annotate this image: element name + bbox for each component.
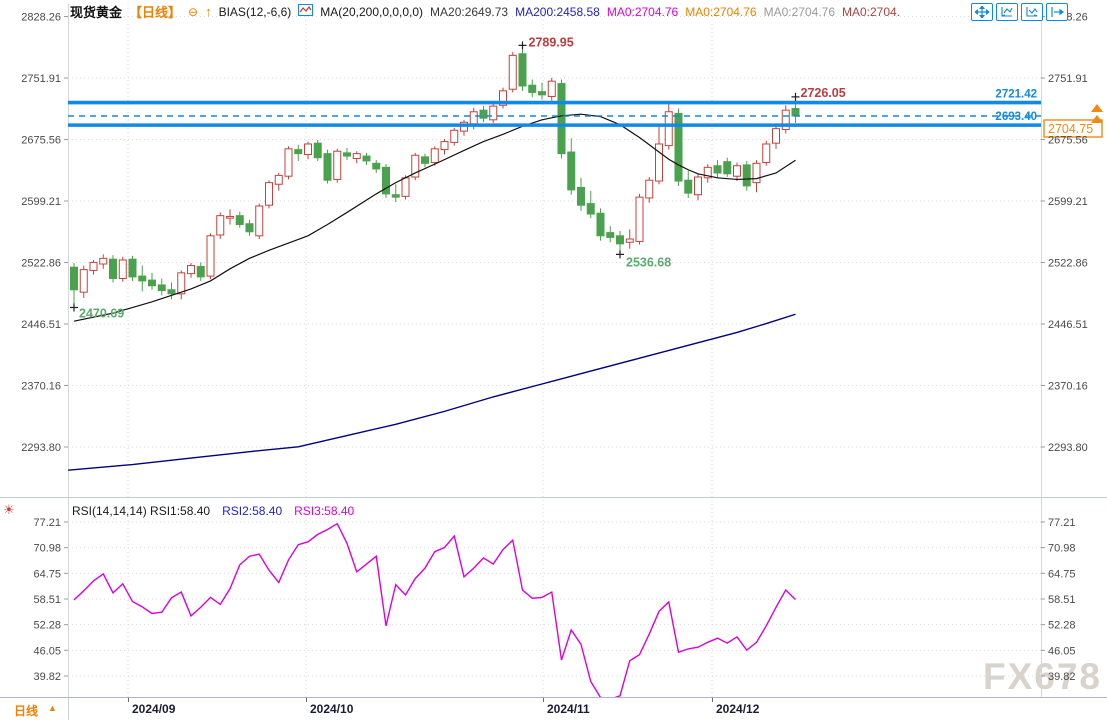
rsi1-label: RSI(14,14,14) RSI1:58.40	[72, 504, 211, 518]
pan-move-button[interactable]	[971, 3, 993, 21]
svg-text:2751.91: 2751.91	[21, 73, 61, 85]
go-to-latest-button[interactable]	[1046, 3, 1068, 21]
month-label: 2024/12	[716, 702, 760, 716]
rsi-line	[73, 522, 796, 700]
zoom-y-scale-button[interactable]	[1021, 3, 1043, 21]
indicator-settings-icon[interactable]: ☀	[3, 502, 15, 517]
svg-text:39.82: 39.82	[33, 671, 61, 683]
ma0-value-1: MA0:2704.76	[606, 4, 679, 19]
rsi-pane	[73, 522, 796, 700]
ma0-value-2: MA0:2704.76	[685, 4, 757, 19]
horizontal-bands: 2721.42 2693.40	[68, 89, 1041, 127]
rsi3-label: RSI3:58.40	[294, 504, 355, 518]
svg-text:2675.56: 2675.56	[21, 135, 61, 147]
month-tick	[543, 698, 544, 702]
svg-text:77.21: 77.21	[33, 517, 61, 529]
pane-right-edge	[1041, 4, 1042, 697]
svg-text:2599.21: 2599.21	[21, 196, 61, 208]
svg-text:39.82: 39.82	[1048, 671, 1076, 683]
collapse-indicator-icon[interactable]: ⊖	[188, 4, 199, 19]
svg-text:2446.51: 2446.51	[21, 319, 61, 331]
svg-text:2446.51: 2446.51	[1048, 319, 1088, 331]
month-label: 2024/10	[310, 702, 354, 716]
month-tick	[306, 698, 307, 702]
svg-text:70.98: 70.98	[33, 543, 61, 555]
svg-text:2789.95: 2789.95	[529, 35, 574, 49]
month-tick	[128, 698, 129, 702]
zoom-x-scale-button[interactable]	[996, 3, 1018, 21]
svg-text:2726.05: 2726.05	[801, 86, 846, 100]
ma20-value: MA20:2649.73	[430, 4, 509, 19]
chart-header: 现货黄金 【日线】 ⊖ ↑ BIAS(12,-6,6) MA(20,200,0,…	[70, 2, 900, 21]
ma20-line	[73, 113, 796, 322]
annotations: 2704.75 2789.95 2726.05 2536.68 2470.69	[70, 35, 1103, 321]
svg-text:46.05: 46.05	[33, 645, 61, 657]
time-axis-bar: 日线 ▲ 2024/09 2024/10 2024/11 2024/12	[0, 697, 1107, 720]
svg-text:77.21: 77.21	[1048, 517, 1076, 529]
ma-chart-icon[interactable]	[298, 4, 314, 19]
axis-separator	[68, 698, 69, 720]
ma0-value-4: MA0:2704.	[842, 4, 901, 19]
month-label: 2024/11	[547, 702, 590, 716]
svg-text:2293.80: 2293.80	[21, 442, 61, 454]
svg-text:58.51: 58.51	[1048, 594, 1076, 606]
chart-toolbar	[971, 3, 1068, 21]
svg-text:52.28: 52.28	[1048, 620, 1076, 632]
svg-text:2721.42: 2721.42	[995, 89, 1037, 101]
rsi2-label: RSI2:58.40	[222, 504, 283, 518]
bias-indicator-label: BIAS(12,-6,6)	[218, 4, 292, 19]
svg-text:58.51: 58.51	[33, 594, 61, 606]
up-arrow-icon[interactable]: ↑	[205, 4, 212, 19]
rsi-header: RSI(14,14,14) RSI1:58.40 RSI2:58.40 RSI3…	[72, 504, 354, 518]
ma-lines	[68, 113, 796, 471]
ma200-value: MA200:2458.58	[515, 4, 600, 19]
svg-text:64.75: 64.75	[33, 568, 61, 580]
svg-text:2370.16: 2370.16	[21, 380, 61, 392]
svg-text:2470.69: 2470.69	[79, 307, 124, 321]
pane-separator	[0, 497, 1107, 498]
month-tick	[712, 698, 713, 702]
svg-text:2704.75: 2704.75	[1048, 122, 1093, 136]
svg-text:2522.86: 2522.86	[1048, 257, 1088, 269]
grid	[68, 4, 1041, 697]
scroll-up-arrow-icon	[1091, 103, 1103, 112]
month-label: 2024/09	[132, 702, 176, 716]
svg-text:2751.91: 2751.91	[1048, 73, 1088, 85]
timeframe-tab-arrow-icon[interactable]: ▲	[48, 703, 57, 713]
svg-text:2293.80: 2293.80	[1048, 442, 1088, 454]
svg-text:64.75: 64.75	[1048, 568, 1076, 580]
ma0-value-3: MA0:2704.76	[763, 4, 835, 19]
svg-text:2599.21: 2599.21	[1048, 196, 1088, 208]
candles-group	[70, 47, 800, 305]
svg-text:2828.26: 2828.26	[21, 12, 61, 24]
pane-left-edge	[68, 4, 69, 697]
price-marker	[1043, 119, 1103, 138]
svg-text:46.05: 46.05	[1048, 645, 1076, 657]
svg-text:2522.86: 2522.86	[21, 257, 61, 269]
svg-text:70.98: 70.98	[1048, 543, 1076, 555]
ma-group-label: MA(20,200,0,0,0,0)	[320, 4, 424, 19]
symbol-name: 现货黄金	[70, 5, 123, 20]
svg-text:2693.40: 2693.40	[995, 111, 1037, 123]
svg-text:52.28: 52.28	[33, 620, 61, 632]
timeframe-label[interactable]: 【日线】	[129, 5, 182, 20]
axis-labels: 2828.262828.262751.912751.912675.562675.…	[21, 12, 1088, 683]
svg-text:2675.56: 2675.56	[1048, 135, 1088, 147]
timeframe-tab[interactable]: 日线	[14, 704, 39, 718]
svg-text:2536.68: 2536.68	[626, 255, 671, 269]
svg-text:2370.16: 2370.16	[1048, 380, 1088, 392]
ma200-line	[68, 313, 796, 471]
